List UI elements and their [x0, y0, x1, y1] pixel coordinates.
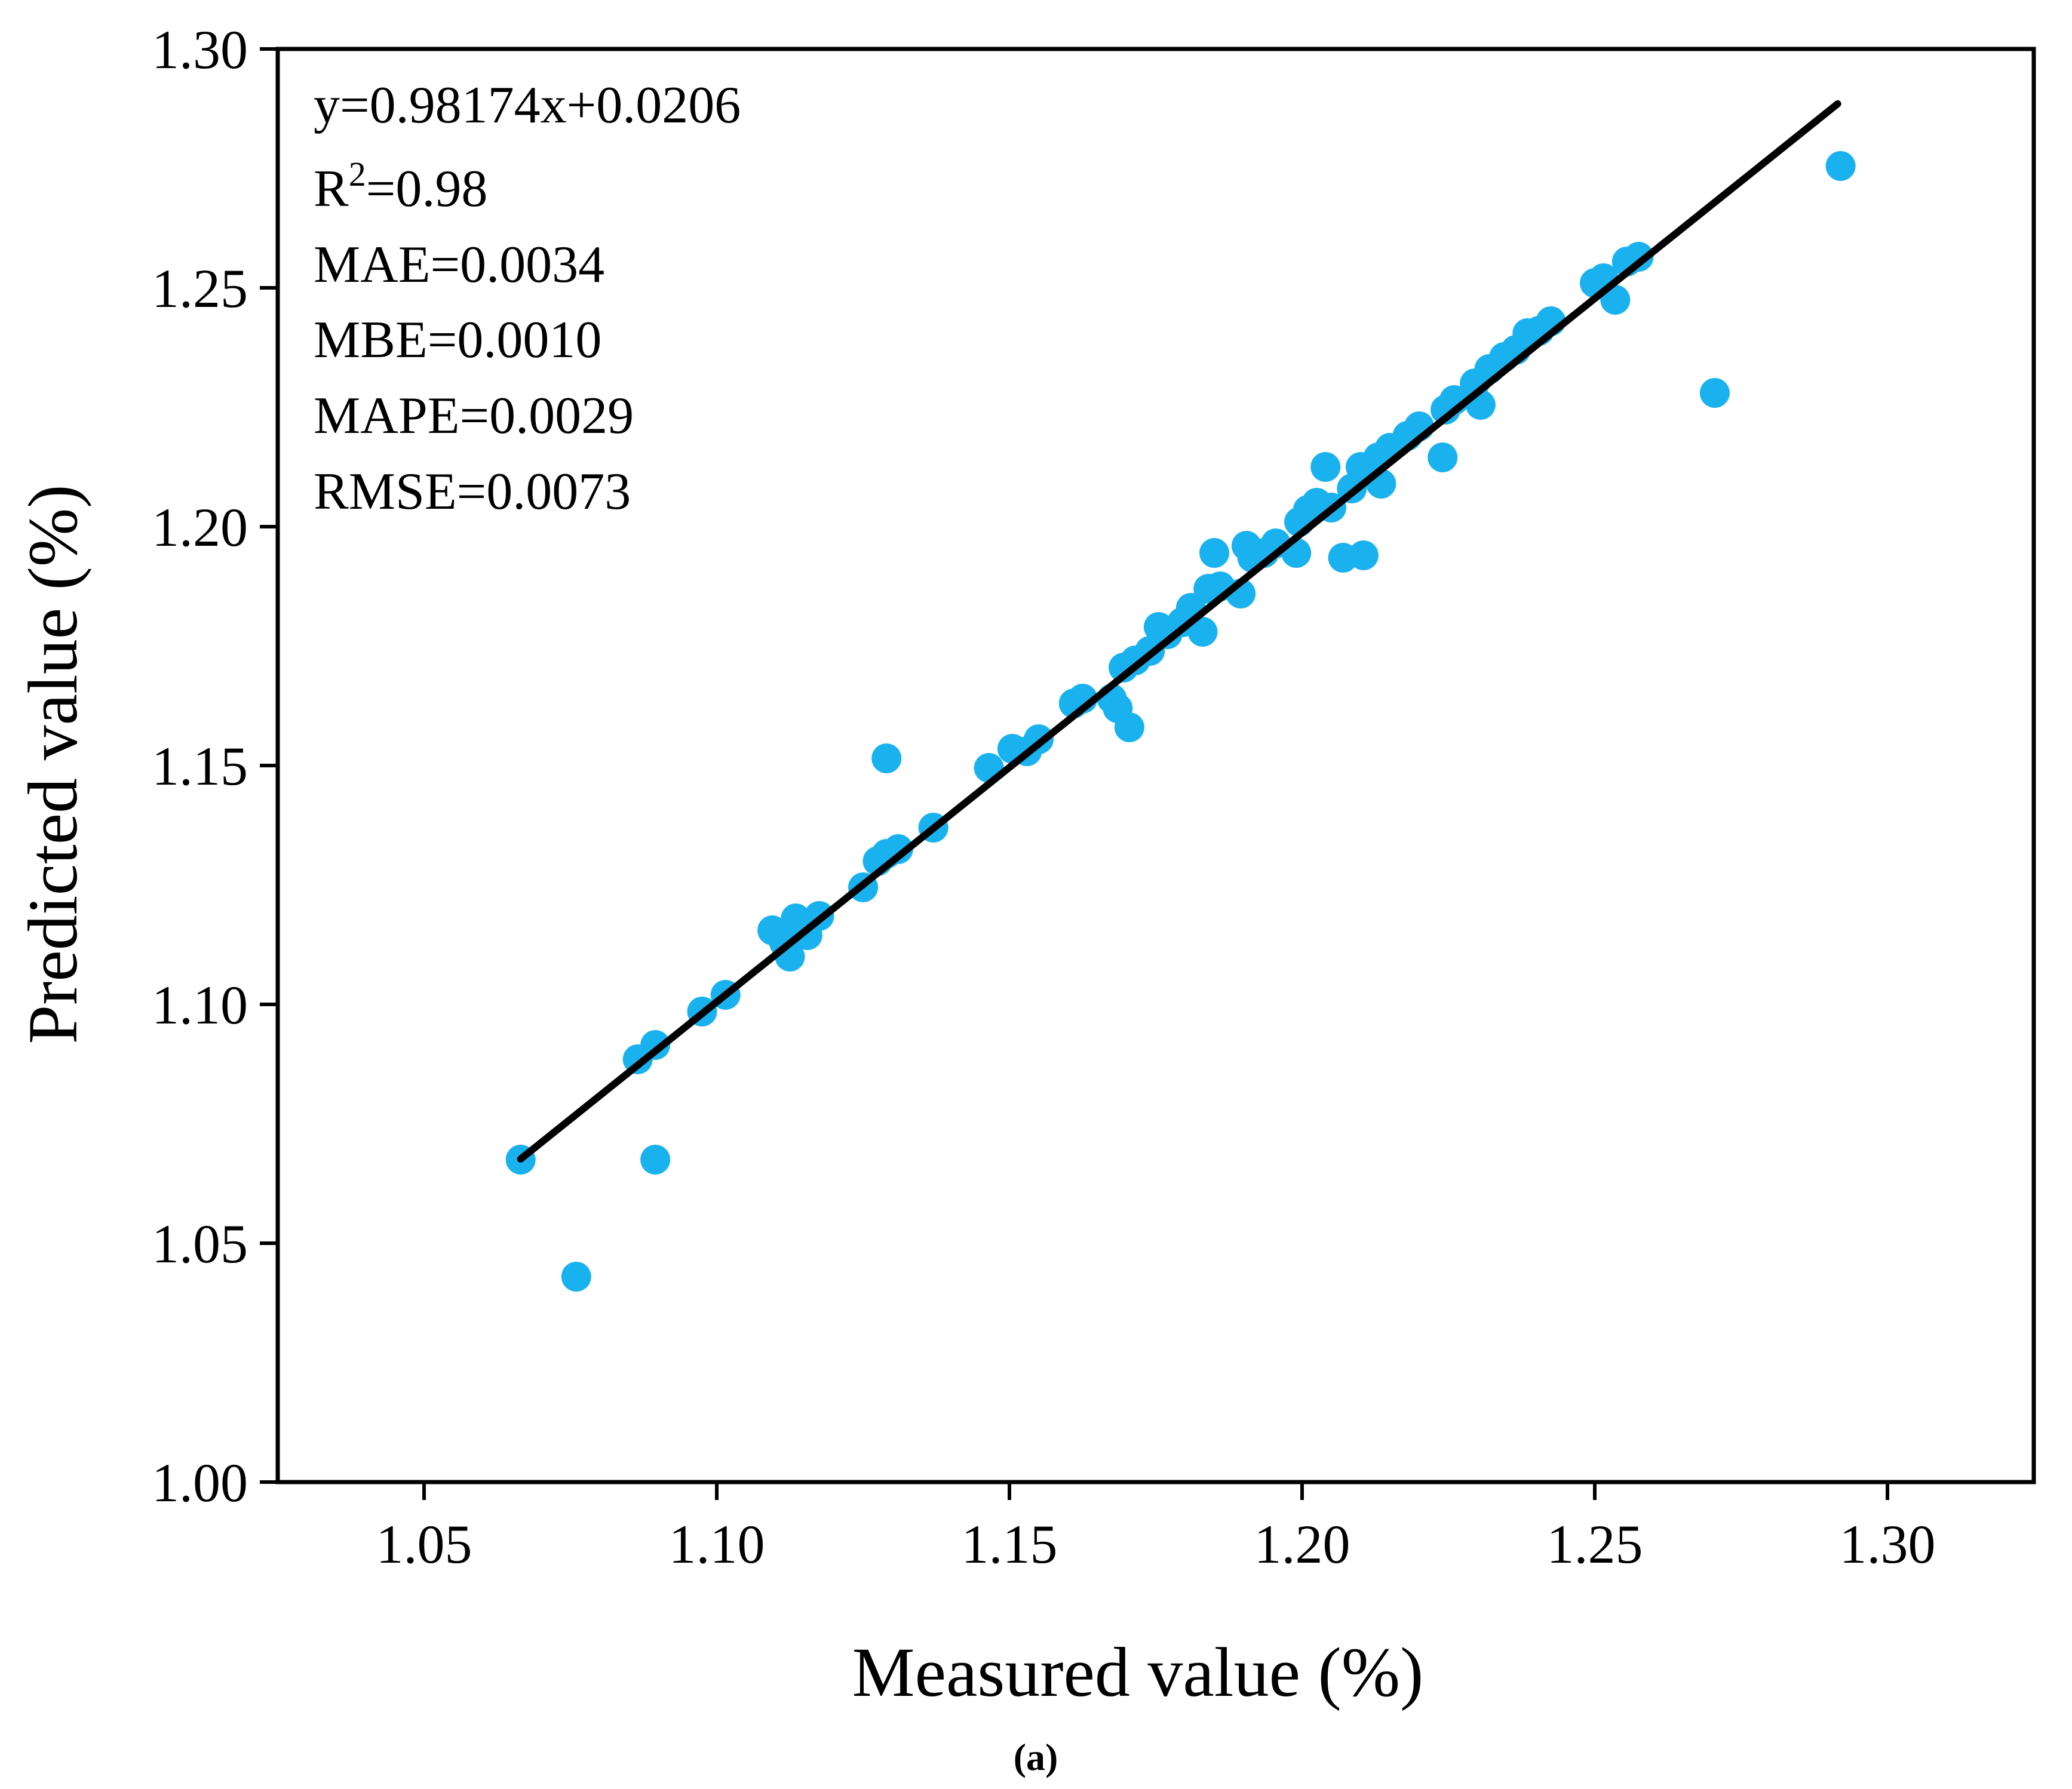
stats-box: y=0.98174x+0.0206 R2=0.98 MAE=0.0034 MBE… — [314, 76, 741, 521]
y-tick-label: 1.20 — [152, 497, 248, 558]
stat-r2-prefix: R — [314, 160, 349, 218]
y-axis-title: Predicted value (%) — [14, 484, 92, 1044]
data-point-75 — [1699, 378, 1730, 408]
y-tick-label: 1.05 — [152, 1213, 248, 1274]
stat-mbe: MBE=0.0010 — [314, 311, 601, 369]
data-point-4 — [640, 1145, 671, 1175]
stat-mape: MAPE=0.0029 — [314, 387, 634, 445]
stat-mae: MAE=0.0034 — [314, 236, 604, 294]
data-point-27 — [1114, 712, 1144, 742]
data-point-74 — [1623, 242, 1654, 272]
y-tick-label: 1.15 — [152, 736, 248, 797]
x-tick-label: 1.20 — [1254, 1514, 1350, 1575]
data-point-35 — [1187, 617, 1218, 647]
y-tick-label: 1.10 — [152, 975, 248, 1035]
x-axis-title: Measured value (%) — [852, 1633, 1424, 1711]
fit-line-group — [517, 100, 1841, 1163]
data-point-1 — [561, 1262, 591, 1292]
stat-r2: R2=0.98 — [314, 155, 487, 218]
data-point-48 — [1310, 452, 1341, 482]
data-point-76 — [1825, 151, 1856, 181]
data-point-37 — [1199, 538, 1229, 568]
data-point-17 — [871, 743, 902, 773]
fit-line — [517, 100, 1841, 1163]
x-tick-label: 1.05 — [376, 1514, 472, 1575]
x-tick-label: 1.10 — [669, 1514, 765, 1575]
y-tick-label: 1.00 — [152, 1452, 248, 1513]
stat-equation: y=0.98174x+0.0206 — [314, 76, 741, 134]
stat-r2-value: =0.98 — [366, 160, 488, 218]
data-point-16 — [883, 834, 913, 864]
y-tick-label: 1.25 — [152, 258, 248, 319]
data-points — [505, 151, 1856, 1292]
x-tick-label: 1.25 — [1547, 1514, 1643, 1575]
panel-label: (a) — [1014, 1736, 1058, 1778]
x-axis: 1.05 1.10 1.15 1.20 1.25 1.30 — [376, 1482, 1936, 1575]
stat-rmse: RMSE=0.0073 — [314, 463, 631, 521]
data-point-59 — [1428, 442, 1458, 472]
stat-r2-sup: 2 — [349, 155, 366, 193]
x-tick-label: 1.15 — [962, 1514, 1058, 1575]
data-point-3 — [640, 1030, 671, 1060]
y-axis: 1.00 1.05 1.10 1.15 1.20 1.25 1.30 — [152, 19, 278, 1513]
x-tick-label: 1.30 — [1840, 1514, 1936, 1575]
data-point-53 — [1348, 540, 1379, 570]
y-tick-label: 1.30 — [152, 19, 248, 80]
